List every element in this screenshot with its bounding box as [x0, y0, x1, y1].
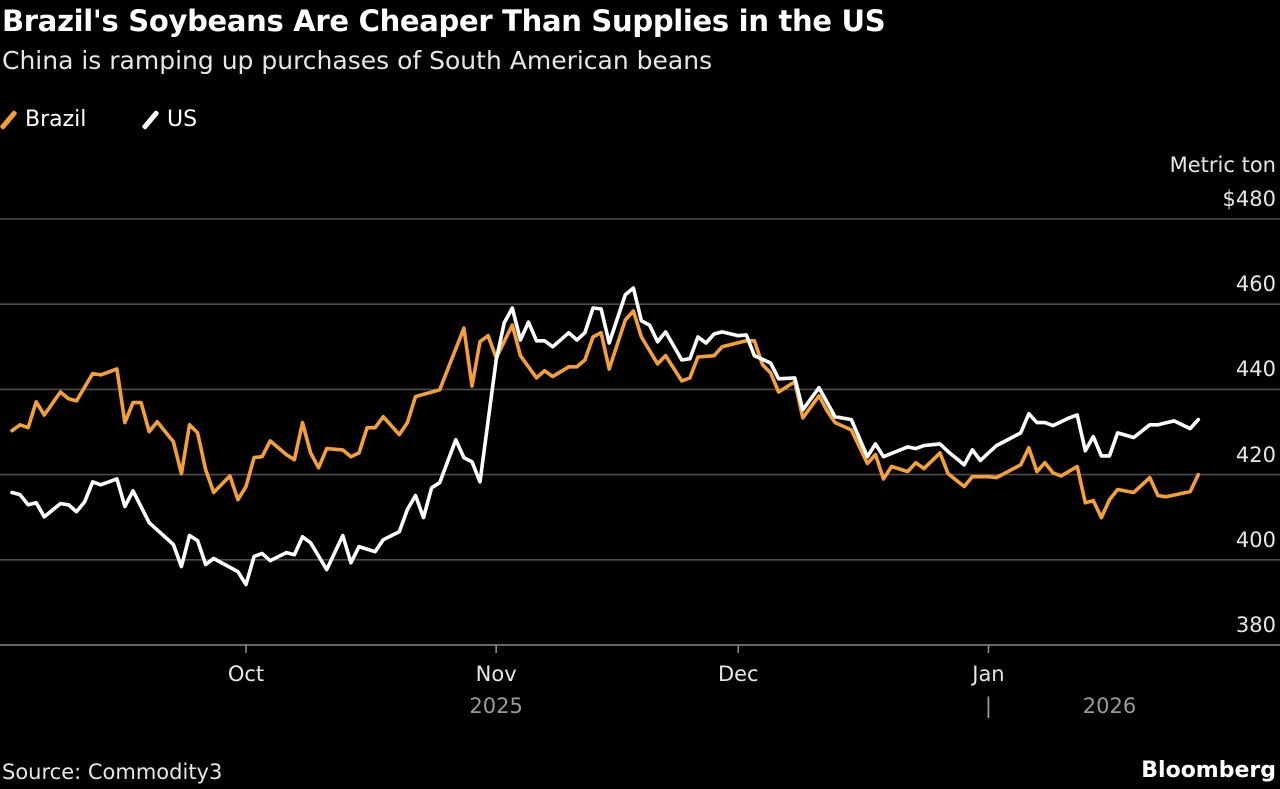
x-tick-label: Nov [475, 662, 517, 686]
legend-item-us: US [141, 107, 198, 132]
y-tick-label: $480 [1222, 187, 1276, 211]
legend-label-us: US [167, 107, 198, 132]
series-line-us [10, 286, 1201, 587]
x-tick-label: Jan [972, 662, 1005, 686]
chart-title: Brazil's Soybeans Are Cheaper Than Suppl… [2, 4, 886, 38]
y-tick-label: 400 [1235, 527, 1276, 552]
year-label: 2025 [469, 694, 523, 718]
chart-subtitle: China is ramping up purchases of South A… [2, 46, 713, 75]
y-tick-label: 380 [1235, 613, 1276, 637]
x-tick-label: Oct [227, 662, 265, 686]
legend-label-brazil: Brazil [25, 107, 87, 132]
year-divider: | [984, 694, 992, 718]
y-axis-label: Metric ton [1169, 153, 1276, 177]
source-note: Source: Commodity3 [2, 760, 223, 784]
y-tick-label: 420 [1235, 442, 1276, 467]
year-label: 2026 [1082, 694, 1137, 718]
bloomberg-logo: Bloomberg [1141, 758, 1276, 783]
series-line-brazil [10, 309, 1201, 520]
y-tick-label: 440 [1235, 357, 1276, 382]
x-tick-label: Dec [717, 662, 759, 686]
legend-item-brazil: Brazil [0, 107, 87, 132]
y-tick-label: 460 [1235, 272, 1276, 297]
